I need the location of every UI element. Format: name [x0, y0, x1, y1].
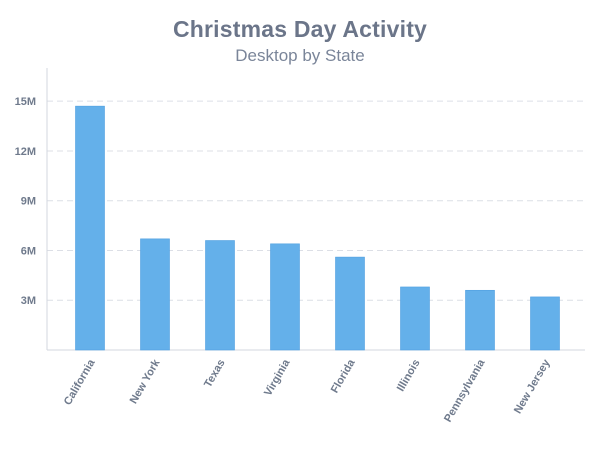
x-tick-label: California — [62, 357, 98, 408]
x-tick-label: New York — [128, 357, 163, 406]
bar[interactable] — [205, 240, 235, 351]
x-tick-label: Florida — [329, 357, 358, 396]
x-tick-label: Texas — [202, 358, 228, 390]
y-tick-label: 3M — [21, 295, 36, 307]
bar[interactable] — [465, 289, 495, 351]
y-tick-label: 12M — [15, 146, 36, 158]
y-tick-label: 15M — [15, 96, 36, 108]
bar[interactable] — [530, 296, 560, 351]
bar[interactable] — [400, 286, 430, 351]
bar[interactable] — [75, 105, 105, 351]
bar[interactable] — [335, 256, 365, 351]
x-tick-label: Illinois — [395, 358, 423, 394]
chart-title: Christmas Day Activity — [172, 16, 428, 42]
bar[interactable] — [270, 243, 300, 351]
y-tick-label: 9M — [21, 196, 36, 208]
x-tick-label: Virginia — [262, 357, 293, 399]
x-tick-label: Pennsylvania — [442, 357, 488, 425]
x-tick-label: New Jersey — [512, 357, 553, 416]
bar[interactable] — [140, 238, 170, 351]
chart-subtitle: Desktop by State — [235, 46, 365, 65]
y-tick-label: 6M — [21, 245, 36, 257]
